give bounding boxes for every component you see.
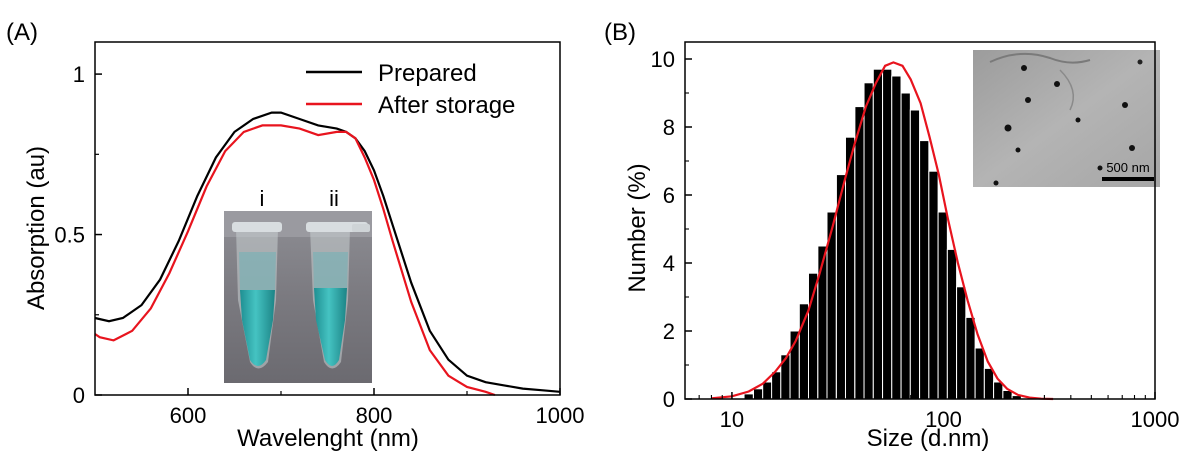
histogram-bar	[919, 140, 930, 400]
tube-photo-inset	[224, 211, 372, 383]
y-tick-label-b: 8	[663, 115, 675, 140]
histogram-bar	[956, 286, 967, 400]
histogram-bar	[946, 248, 958, 400]
tem-image-inset	[973, 50, 1160, 187]
histogram-bar	[882, 68, 893, 400]
histogram-bar	[854, 106, 865, 400]
plot-frame-b	[684, 41, 1156, 400]
absorption-chart: i ii 600 800 1000 0 0.5 1 Prepared After stor…	[23, 41, 585, 452]
panel-b-label: (B)	[604, 19, 636, 46]
histogram-bar	[993, 381, 1004, 400]
histogram-bar	[974, 347, 985, 400]
histogram-bar	[817, 245, 828, 400]
x-axis-label-b: Size (d.nm)	[867, 425, 990, 452]
histogram-bar	[983, 367, 995, 400]
y-tick-label-a: 0	[73, 383, 85, 408]
axes-a: 600 800 1000 0 0.5 1	[54, 41, 585, 428]
y-tick-label-b: 2	[663, 319, 675, 344]
x-axis-label-a: Wavelenght (nm)	[237, 425, 419, 452]
fit-curve-line	[711, 61, 1054, 401]
y-tick-label-a: 1	[73, 62, 85, 87]
legend-label-prepared: Prepared	[378, 60, 477, 87]
histogram-bars	[743, 68, 1022, 400]
y-tick-label-b: 6	[663, 183, 675, 208]
y-tick-label-b: 4	[663, 251, 675, 276]
tube-label-ii: ii	[329, 186, 339, 211]
histogram-bar	[928, 170, 939, 400]
histogram-bar	[909, 109, 921, 400]
tube-label-i: i	[260, 186, 265, 211]
histogram-bar	[891, 75, 902, 400]
x-tick-label-b: 1000	[1131, 407, 1180, 432]
histogram-bar	[771, 371, 782, 400]
plot-frame-a	[94, 41, 561, 396]
size-distribution-chart: 500 nm 10 100 1000 0 2 4 6 8 10 Size (d.nm) Numb…	[624, 41, 1180, 452]
y-tick-label-a: 0.5	[54, 223, 85, 248]
histogram-bar	[900, 92, 911, 400]
x-tick-label-b: 10	[720, 407, 744, 432]
legend-label-after-storage: After storage	[378, 92, 515, 119]
y-axis-label-a: Absorption (au)	[23, 146, 50, 310]
histogram-bar	[863, 82, 874, 400]
histogram-bar	[762, 381, 773, 400]
axes-b: 10 100 1000 0 2 4 6 8 10	[651, 41, 1180, 432]
series-line-prepared	[94, 111, 561, 393]
histogram-bar	[743, 393, 754, 400]
series-line-after-storage	[94, 124, 496, 397]
histogram-bar	[937, 211, 948, 400]
x-tick-label-a: 600	[170, 403, 207, 428]
series-lines-a	[94, 111, 561, 397]
scale-bar-label: 500 nm	[1106, 160, 1149, 175]
histogram-bar	[872, 68, 884, 400]
panel-a-label: (A)	[6, 19, 38, 46]
fit-curve	[711, 61, 1054, 401]
x-tick-label-a: 800	[356, 403, 393, 428]
histogram-bar	[753, 388, 764, 400]
x-tick-label-a: 1000	[536, 403, 585, 428]
legend-a: Prepared After storage	[306, 60, 515, 119]
x-tick-label-b: 100	[925, 407, 962, 432]
y-tick-label-b: 0	[663, 387, 675, 412]
histogram-bar	[798, 303, 810, 400]
y-tick-label-b: 10	[651, 47, 675, 72]
histogram-bar	[965, 316, 976, 400]
y-axis-label-b: Number (%)	[624, 163, 651, 292]
